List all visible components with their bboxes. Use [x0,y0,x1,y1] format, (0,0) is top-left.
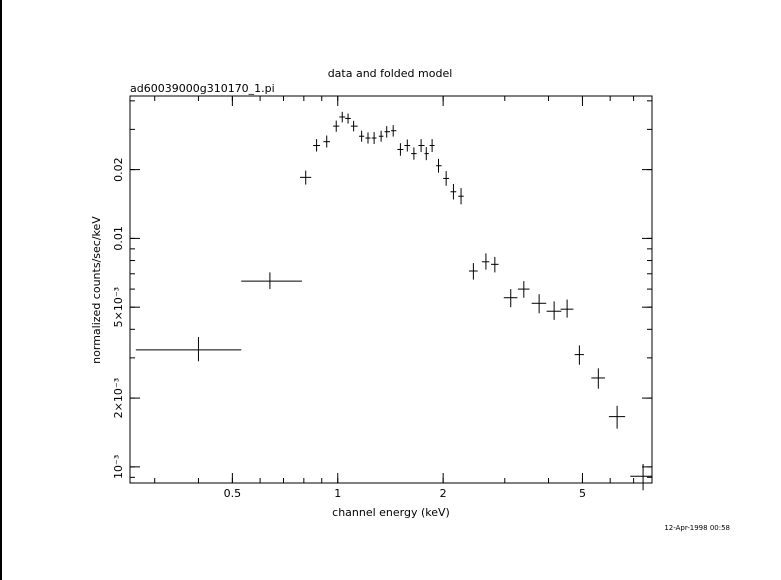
data-point [458,188,464,205]
data-point [424,147,429,161]
data-point [574,345,584,365]
data-point [339,111,346,123]
x-tick-label: 2 [440,487,447,500]
data-point [371,132,377,144]
data-point [313,139,321,152]
x-tick-label: 0.5 [224,487,242,500]
left-window-edge [0,0,2,580]
data-point [443,171,450,186]
data-point [468,263,478,280]
x-axis-label: channel energy (keV) [332,506,450,519]
data-point [481,253,490,270]
y-axis-label: normalized counts/sec/keV [90,216,103,364]
data-point [546,301,562,320]
data-point [391,125,397,137]
y-tick-label: 0.01 [112,226,125,251]
data-point [241,272,302,290]
data-point [411,147,417,160]
data-point [517,281,530,298]
data-point [378,130,384,142]
plot-frame [129,95,653,484]
chart-subtitle: ad60039000g310170_1.pi [130,82,275,95]
data-point [350,120,358,132]
chart-title: data and folded model [328,67,453,80]
data-point [135,337,242,362]
y-tick-label: 10⁻³ [112,455,125,479]
data-point [608,405,626,429]
data-point [345,113,351,124]
x-tick-label: 1 [334,487,341,500]
data-point [436,158,442,173]
data-point [418,139,425,152]
y-tick-label: 5×10⁻³ [112,287,125,327]
data-point [531,294,547,314]
data-point [384,126,390,138]
data-point [491,256,499,273]
data-point [630,463,652,491]
data-point [323,135,330,148]
data-point [503,289,518,308]
y-tick-label: 0.02 [112,157,125,182]
data-point [299,170,312,185]
y-tick-label: 2×10⁻³ [112,378,125,418]
data-point [450,184,457,200]
data-point [591,368,606,389]
data-point [365,132,371,144]
data-point [333,120,340,132]
data-point [397,143,404,156]
data-point [429,139,435,152]
x-tick-label: 5 [579,487,586,500]
data-point [404,139,411,152]
data-point [359,130,365,142]
data-point [560,299,574,318]
timestamp: 12-Apr-1998 00:58 [664,524,730,532]
